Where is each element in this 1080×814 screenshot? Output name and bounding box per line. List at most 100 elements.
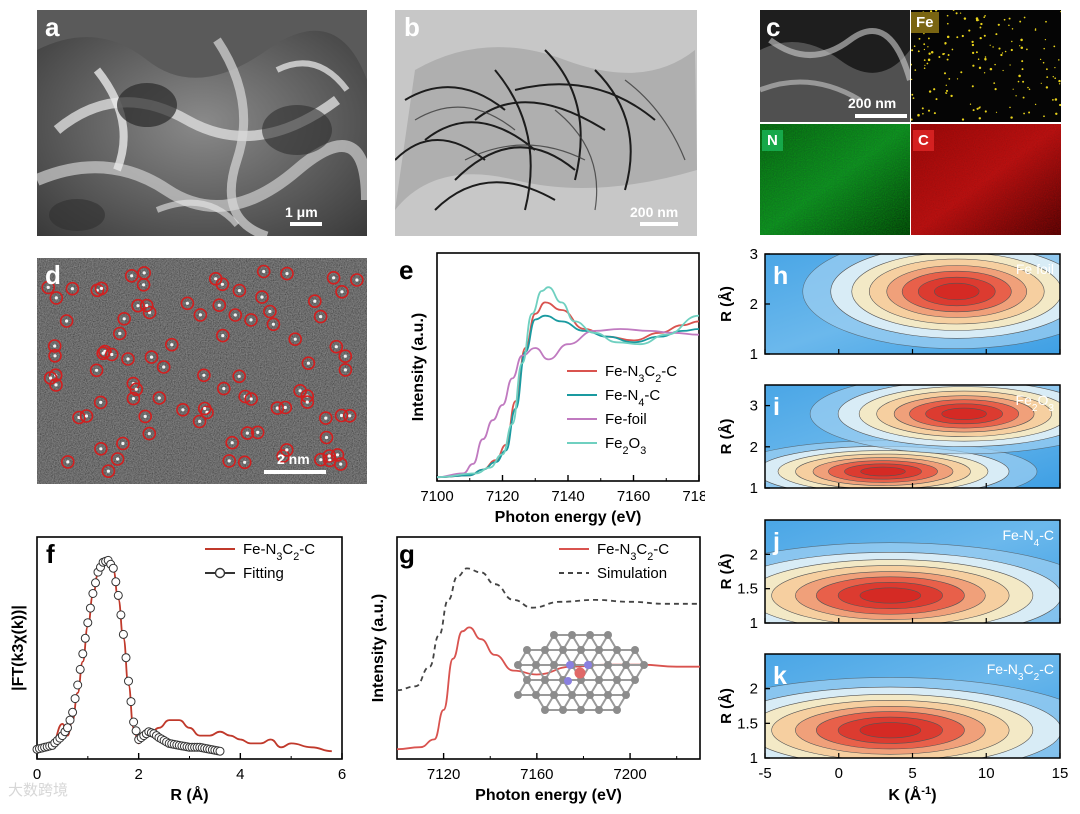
x-tick-label: 7180 [682, 488, 705, 505]
single-atom-dot [305, 400, 309, 404]
single-atom-dot [142, 271, 146, 275]
single-atom-marker [212, 298, 227, 313]
single-atom-dot [84, 414, 89, 418]
fe-map-dot [1017, 80, 1020, 83]
fe-map-dot [928, 90, 932, 93]
single-atom-marker [136, 277, 151, 292]
fe-map-dot [1008, 24, 1010, 26]
single-atom-dot [65, 319, 69, 323]
single-atom-marker [152, 391, 167, 405]
fe-map-dot [994, 63, 996, 66]
single-atom-marker [49, 378, 63, 392]
fe-map-dot [1054, 77, 1057, 80]
panel-label: h [773, 262, 788, 290]
panel-label-a: a [45, 12, 60, 42]
single-atom-marker [338, 349, 353, 363]
y-tick-label: 3 [750, 246, 758, 263]
fit-marker [65, 715, 75, 725]
single-atom-dot [324, 416, 328, 420]
single-atom-dot [319, 315, 323, 319]
panel-label-d: d [45, 260, 61, 290]
single-atom-dot [222, 387, 226, 391]
panel-label: i [773, 393, 780, 421]
fe-map-dot [1002, 69, 1004, 72]
fe-map-dot [1039, 58, 1042, 61]
fit-marker [83, 618, 93, 628]
scale-bar-b [640, 222, 678, 226]
single-atom-dot [339, 462, 343, 466]
fe-map-dot [1004, 50, 1007, 53]
y-axis-label: R (Å) [718, 688, 735, 724]
y-axis-label: R (Å) [718, 419, 735, 455]
nitrogen-atom [584, 661, 592, 669]
fe-map-dot [984, 110, 987, 113]
single-atom-dot [275, 406, 279, 410]
y-tick-label: 2 [750, 546, 758, 563]
contour-level [859, 722, 922, 739]
y-tick-label: 3 [750, 398, 758, 415]
fe-map-dot [950, 94, 953, 98]
panel-label: g [399, 539, 415, 569]
carbon-atom [631, 676, 639, 684]
y-tick-label: 1.5 [737, 715, 758, 732]
fe-map-dot [917, 113, 920, 117]
carbon-atom [550, 691, 558, 699]
single-atom-dot [157, 396, 161, 400]
panel-label-b: b [404, 12, 420, 42]
single-atom-marker [318, 411, 333, 425]
fe-map-dot [968, 29, 971, 32]
fe-map-dot [1040, 82, 1042, 84]
molecule-inset [514, 631, 648, 714]
fe-map-dot [1043, 115, 1045, 118]
fe-map-dot [975, 17, 979, 20]
single-atom-marker [142, 426, 157, 441]
single-atom-marker [319, 430, 334, 445]
fe-map-dot [971, 43, 975, 47]
fe-map-dot [933, 112, 936, 115]
single-atom-marker [232, 283, 247, 298]
fit-marker [78, 649, 88, 659]
x-tick-label: 0 [835, 765, 843, 782]
carbon-atom [559, 706, 567, 714]
fe-map-dot [942, 53, 945, 56]
fe-map-dot [914, 69, 917, 71]
c-map [911, 124, 1061, 235]
fit-marker [108, 563, 118, 573]
haadf-image [760, 10, 910, 122]
fe-map-dot [1028, 88, 1031, 91]
single-atom-dot [99, 447, 103, 451]
single-atom-marker [232, 369, 246, 384]
scale-bar-label-d: 2 nm [277, 451, 310, 467]
carbon-atom [523, 646, 531, 654]
y-tick-label: 1.5 [737, 581, 758, 598]
single-atom-dot [70, 287, 74, 291]
x-axis-label: Photon energy (eV) [495, 509, 642, 526]
fe-map-dot [1059, 103, 1061, 107]
fe-map-dot [984, 56, 987, 58]
single-atom-dot [319, 458, 323, 462]
single-atom-dot [227, 459, 231, 463]
single-atom-dot [298, 389, 302, 393]
single-atom-dot [237, 374, 241, 378]
single-atom-marker [96, 346, 110, 361]
single-atom-marker [270, 401, 285, 415]
wavelet-tag: Fe-N4-C [1002, 527, 1054, 549]
single-atom-dot [237, 289, 241, 293]
fe-map-dot [1045, 20, 1047, 23]
single-atom-marker [266, 317, 281, 332]
single-atom-marker [250, 425, 265, 440]
single-atom-dot [99, 286, 104, 290]
fit-marker [131, 726, 141, 736]
panel-label: f [46, 539, 55, 569]
fe-map-dot [938, 56, 941, 58]
plot-frame [36, 536, 343, 760]
x-tick-label: 7100 [420, 488, 453, 505]
single-atom-dot [202, 373, 206, 377]
single-atom-dot [348, 414, 352, 418]
series-line [436, 314, 700, 479]
series-line [436, 328, 700, 479]
fe-map-dot [1028, 111, 1031, 114]
fe-map-dot [998, 47, 1001, 50]
carbon-atom [613, 646, 621, 654]
legend-label: Fe-N3C2-C [597, 541, 669, 563]
